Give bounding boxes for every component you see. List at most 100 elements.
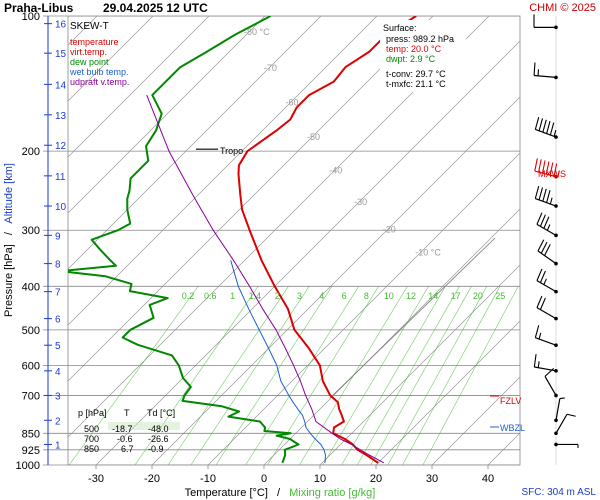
wind-barb-flag [546,190,551,203]
isotherm-line [544,16,600,465]
mixing-ratio-label: 6 [342,291,347,301]
mixing-ratio-line [245,286,360,465]
isotherm-line [151,96,520,465]
surface-tconv: t-conv: 29.7 °C [386,69,446,79]
altitude-tick-label: 3 [55,391,61,402]
table-row-t: -0.6 [117,434,133,444]
table-row-td: -48.0 [148,424,169,434]
wind-barb-dot [554,343,558,348]
altitude-tick-label: 5 [55,341,61,352]
wind-barb-flag [536,295,543,308]
altitude-tick-label: 1 [55,440,61,451]
temperature-tick-label: 40 [482,473,494,485]
isotherm-label: -10 °C [415,248,441,258]
level-table: p [hPa] T Td [°C] 500 -18.7 -48.0 700 -0… [78,408,175,454]
wbzl-label: WBZL [500,423,525,433]
altitude-tick-label: 4 [55,367,61,378]
isotherm-line [68,16,378,326]
wind-barb-flag [540,241,548,254]
datetime-title: 29.04.2025 12 UTC [103,1,208,15]
wind-barb-flag [536,268,543,281]
wind-barb-flag [538,118,544,132]
wind-barb-flag [533,354,537,368]
fzlv-label: FZLV [500,396,521,406]
table-row-t: 6.7 [121,444,134,454]
wind-barb-flag [544,367,555,377]
isotherm-line [68,16,434,382]
table-header-p: p [hPa] [78,408,107,418]
altitude-tick-label: 10 [55,202,67,213]
table-header-t: T [124,408,130,418]
wind-barb-flag [534,325,540,338]
wind-barb-flag [539,214,546,227]
altitude-tick-label: 16 [55,20,67,31]
level-marks [196,148,499,428]
wind-barb-flag [538,159,542,173]
pressure-tick-label: 100 [22,11,40,23]
isotherm-line [68,16,154,102]
mixing-ratio-label: 17 [451,291,461,301]
wind-barb-shaft [537,250,557,265]
temperature-tick-label: -30 [88,473,104,485]
altitude-tick-label: 12 [55,141,67,152]
table-row-t: -18.7 [112,424,133,434]
temperature-tick-label: -20 [144,473,160,485]
isotherm-line [319,264,520,465]
mixing-ratio-line [387,286,488,465]
wind-barb-shaft [535,128,557,138]
isotherm-line [375,320,520,465]
wind-barb-half [538,332,542,340]
wind-barb-flag [566,413,576,417]
altitude-tick-label: 11 [55,172,66,183]
mixing-ratio-line [215,286,333,465]
wind-barb-flag [542,188,547,202]
pressure-tick-label: 700 [22,390,40,402]
pressure-tick-label: 1000 [16,460,40,472]
wind-barb-dot [554,174,558,179]
wind-barb-dot [554,393,558,398]
x-axis-label-mixing: Mixing ratio [g/kg] [289,487,375,499]
isotherm-label: -30 [354,197,367,207]
mixing-ratio-line [422,286,519,465]
wind-barb-flag [545,161,550,175]
mixing-ratio-label: 0.6 [204,291,217,301]
wind-barbs [533,14,579,465]
legend-item-virt-temp: virt.temp. [70,47,107,57]
surface-press: press: 989.2 hPa [386,34,454,44]
wind-barb-dot [554,204,558,208]
table-header-td: Td [°C] [147,408,175,418]
surface-info: Surface: press: 989.2 hPa temp: 20.0 °C … [380,20,466,92]
wind-barb-shaft [535,337,557,346]
y-axis-label-separator: / [3,231,15,235]
mixing-ratio-line [322,286,429,465]
wind-barb-half [559,397,565,400]
table-row-p: 850 [84,444,99,454]
wind-barb-flag [536,212,543,225]
mixing-ratio-label: 1 [230,291,235,301]
temperature-tick-label: 10 [314,473,326,485]
mixing-ratio-lines [68,286,519,465]
table-row-td: -0.9 [148,444,164,454]
y-axis-title: Pressure [hPa] / Altitude [km] [3,163,15,317]
wind-barb-half [537,361,540,368]
pressure-tick-label: 400 [22,281,40,293]
sfc-label: SFC: 304 m ASL [522,487,597,498]
wind-barb-shaft [536,280,557,293]
x-axis-title: Temperature [°C] / Mixing ratio [g/kg] [185,487,376,499]
y-axis-label-pressure: Pressure [hPa] [3,244,15,317]
wind-barb-half [546,224,551,231]
wind-barb-half [543,278,547,285]
isotherm-line [263,208,520,465]
wind-barb-flag [549,122,555,136]
mixing-ratio-line [167,286,289,465]
wind-barb-half [557,170,560,178]
wind-barb-flag [534,116,540,130]
isotherm-line [68,16,322,270]
mixing-ratio-line [402,286,501,465]
altitude-tick-label: 7 [55,288,61,299]
isotherm-line [68,16,266,214]
altitude-tick-label: 13 [55,111,67,122]
wind-barb-dot [554,418,558,423]
